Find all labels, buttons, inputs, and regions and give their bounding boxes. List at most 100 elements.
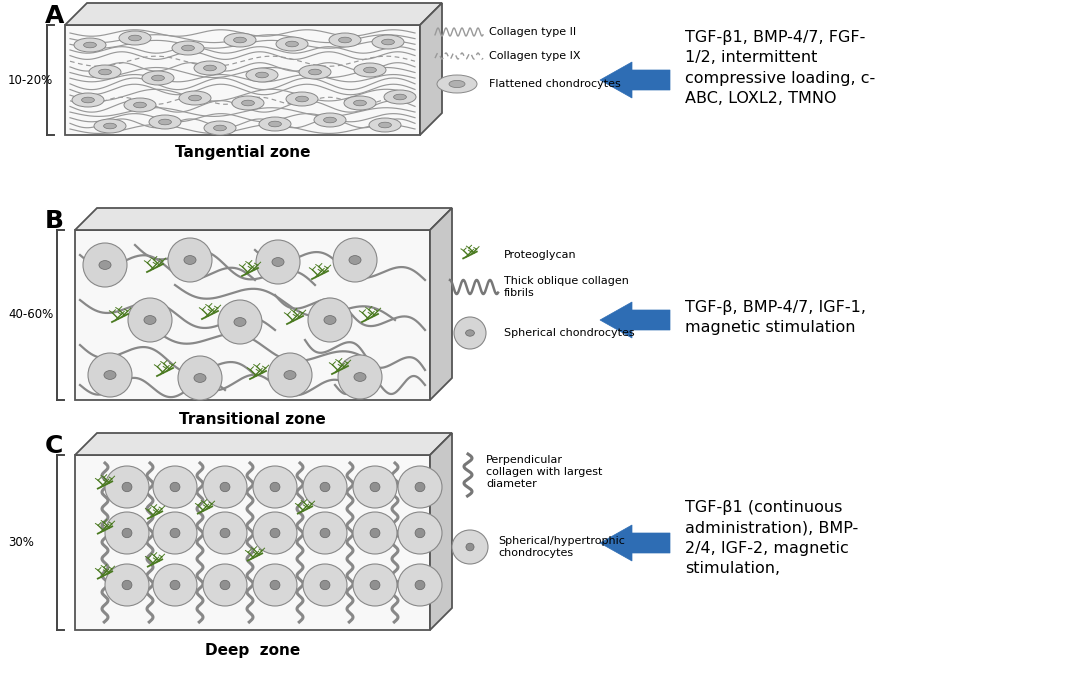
Ellipse shape [415,482,424,492]
Ellipse shape [259,117,291,131]
Text: 40-60%: 40-60% [8,308,53,321]
Text: Thick oblique collagen
fibrils: Thick oblique collagen fibrils [504,276,629,298]
Ellipse shape [415,528,424,538]
Text: TGF-β1 (continuous
administration), BMP-
2/4, IGF-2, magnetic
stimulation,: TGF-β1 (continuous administration), BMP-… [685,500,859,576]
Polygon shape [600,302,670,338]
Text: Collagen type IX: Collagen type IX [489,51,581,61]
Ellipse shape [329,33,361,47]
Ellipse shape [144,315,156,324]
Polygon shape [65,25,420,135]
Text: 30%: 30% [8,536,33,549]
Ellipse shape [272,258,284,266]
Ellipse shape [270,528,280,538]
Ellipse shape [203,466,247,508]
Polygon shape [600,525,670,561]
Ellipse shape [276,37,308,51]
Ellipse shape [129,35,141,41]
Ellipse shape [153,512,197,554]
Ellipse shape [303,512,347,554]
Ellipse shape [353,466,397,508]
Ellipse shape [82,97,94,103]
Ellipse shape [381,39,394,45]
Ellipse shape [151,75,164,81]
Ellipse shape [220,580,230,590]
Ellipse shape [170,580,180,590]
Ellipse shape [454,317,486,349]
Ellipse shape [399,466,442,508]
Ellipse shape [153,564,197,606]
Ellipse shape [437,75,477,93]
Polygon shape [430,433,453,630]
Ellipse shape [234,317,246,326]
Ellipse shape [268,353,312,397]
Ellipse shape [232,96,264,110]
Ellipse shape [324,117,336,123]
Ellipse shape [379,122,391,127]
Text: C: C [45,434,64,458]
Ellipse shape [353,512,397,554]
Ellipse shape [220,528,230,538]
Ellipse shape [104,371,116,380]
Ellipse shape [270,580,280,590]
Ellipse shape [369,118,401,132]
Text: Deep  zone: Deep zone [205,643,300,658]
Ellipse shape [141,71,174,85]
Ellipse shape [354,373,366,382]
Ellipse shape [465,330,474,336]
Ellipse shape [284,371,296,380]
Ellipse shape [384,90,416,104]
Ellipse shape [178,356,222,400]
Ellipse shape [170,528,180,538]
Ellipse shape [170,482,180,492]
Polygon shape [65,3,442,25]
Ellipse shape [129,298,172,342]
Ellipse shape [220,482,230,492]
Ellipse shape [124,98,156,112]
Polygon shape [420,3,442,135]
Polygon shape [430,208,453,400]
Ellipse shape [184,256,197,264]
Ellipse shape [99,260,111,269]
Ellipse shape [218,300,262,344]
Ellipse shape [122,528,132,538]
Ellipse shape [149,115,181,129]
Ellipse shape [320,528,330,538]
Ellipse shape [324,315,336,324]
Text: Tangential zone: Tangential zone [175,146,310,161]
Ellipse shape [296,96,309,102]
Ellipse shape [465,543,474,551]
Ellipse shape [159,119,172,125]
Ellipse shape [105,512,149,554]
Ellipse shape [105,564,149,606]
Ellipse shape [349,256,361,264]
Ellipse shape [415,580,424,590]
Ellipse shape [320,580,330,590]
Polygon shape [75,455,430,630]
Ellipse shape [98,69,111,75]
Text: Perpendicular
collagen with largest
diameter: Perpendicular collagen with largest diam… [486,456,603,489]
Ellipse shape [253,564,297,606]
Ellipse shape [353,100,366,106]
Ellipse shape [119,31,151,45]
Ellipse shape [72,93,104,107]
Ellipse shape [75,38,106,52]
Text: Proteoglycan: Proteoglycan [504,250,577,260]
Polygon shape [75,208,453,230]
Text: A: A [45,4,65,28]
Ellipse shape [134,102,147,108]
Ellipse shape [246,68,278,82]
Text: Transitional zone: Transitional zone [179,412,326,428]
Ellipse shape [303,466,347,508]
Ellipse shape [203,564,247,606]
Ellipse shape [299,65,330,79]
Ellipse shape [339,37,351,43]
Ellipse shape [204,65,216,71]
Ellipse shape [233,37,246,43]
Ellipse shape [393,94,406,100]
Ellipse shape [168,238,212,282]
Ellipse shape [87,353,132,397]
Ellipse shape [449,81,465,87]
Ellipse shape [320,482,330,492]
Ellipse shape [89,65,121,79]
Text: Flattened chondrocytes: Flattened chondrocytes [489,79,621,89]
